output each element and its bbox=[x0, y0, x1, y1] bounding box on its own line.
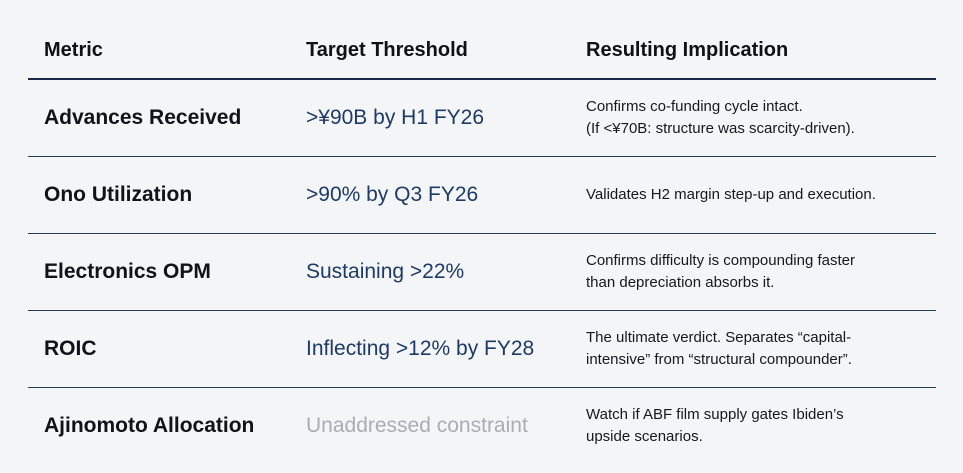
implication: The ultimate verdict. Separates “capital… bbox=[586, 327, 936, 371]
implication-line: upside scenarios. bbox=[586, 428, 703, 445]
implication: Watch if ABF film supply gates Ibiden’s … bbox=[586, 404, 936, 448]
target-threshold: Sustaining >22% bbox=[306, 260, 465, 283]
metric-name: Ono Utilization bbox=[44, 183, 193, 206]
implication: Confirms co-funding cycle intact. (If <¥… bbox=[586, 96, 936, 140]
implication: Validates H2 margin step-up and executio… bbox=[586, 184, 936, 206]
table-row: Advances Received >¥90B by H1 FY26 Confi… bbox=[28, 80, 936, 157]
table-row: Ono Utilization >90% by Q3 FY26 Validate… bbox=[28, 157, 936, 234]
implication-line: than depreciation absorbs it. bbox=[586, 274, 775, 291]
target-threshold: Unaddressed constraint bbox=[306, 414, 528, 437]
target-threshold: >¥90B by H1 FY26 bbox=[306, 106, 485, 129]
header-resulting-implication: Resulting Implication bbox=[586, 38, 789, 61]
table-row: Ajinomoto Allocation Unaddressed constra… bbox=[28, 388, 936, 464]
target-threshold: >90% by Q3 FY26 bbox=[306, 183, 479, 206]
target-threshold: Inflecting >12% by FY28 bbox=[306, 337, 535, 360]
metric-name: Ajinomoto Allocation bbox=[44, 414, 255, 437]
implication-line: The ultimate verdict. Separates “capital… bbox=[586, 329, 852, 346]
table-row: Electronics OPM Sustaining >22% Confirms… bbox=[28, 234, 936, 311]
implication-line: (If <¥70B: structure was scarcity-driven… bbox=[586, 120, 855, 137]
header-metric: Metric bbox=[44, 38, 103, 61]
table-header: Metric Target Threshold Resulting Implic… bbox=[28, 22, 936, 80]
table-row: ROIC Inflecting >12% by FY28 The ultimat… bbox=[28, 311, 936, 388]
metric-name: ROIC bbox=[44, 337, 97, 360]
metric-name: Electronics OPM bbox=[44, 260, 211, 283]
implication-line: Validates H2 margin step-up and executio… bbox=[586, 186, 876, 203]
implication: Confirms difficulty is compounding faste… bbox=[586, 250, 936, 294]
metric-name: Advances Received bbox=[44, 106, 242, 129]
implication-line: Watch if ABF film supply gates Ibiden’s bbox=[586, 406, 844, 423]
implication-line: intensive” from “structural compounder”. bbox=[586, 351, 852, 368]
header-target-threshold: Target Threshold bbox=[306, 38, 468, 61]
implication-line: Confirms co-funding cycle intact. bbox=[586, 98, 803, 115]
implication-line: Confirms difficulty is compounding faste… bbox=[586, 252, 856, 269]
metrics-table: Metric Target Threshold Resulting Implic… bbox=[28, 22, 936, 464]
